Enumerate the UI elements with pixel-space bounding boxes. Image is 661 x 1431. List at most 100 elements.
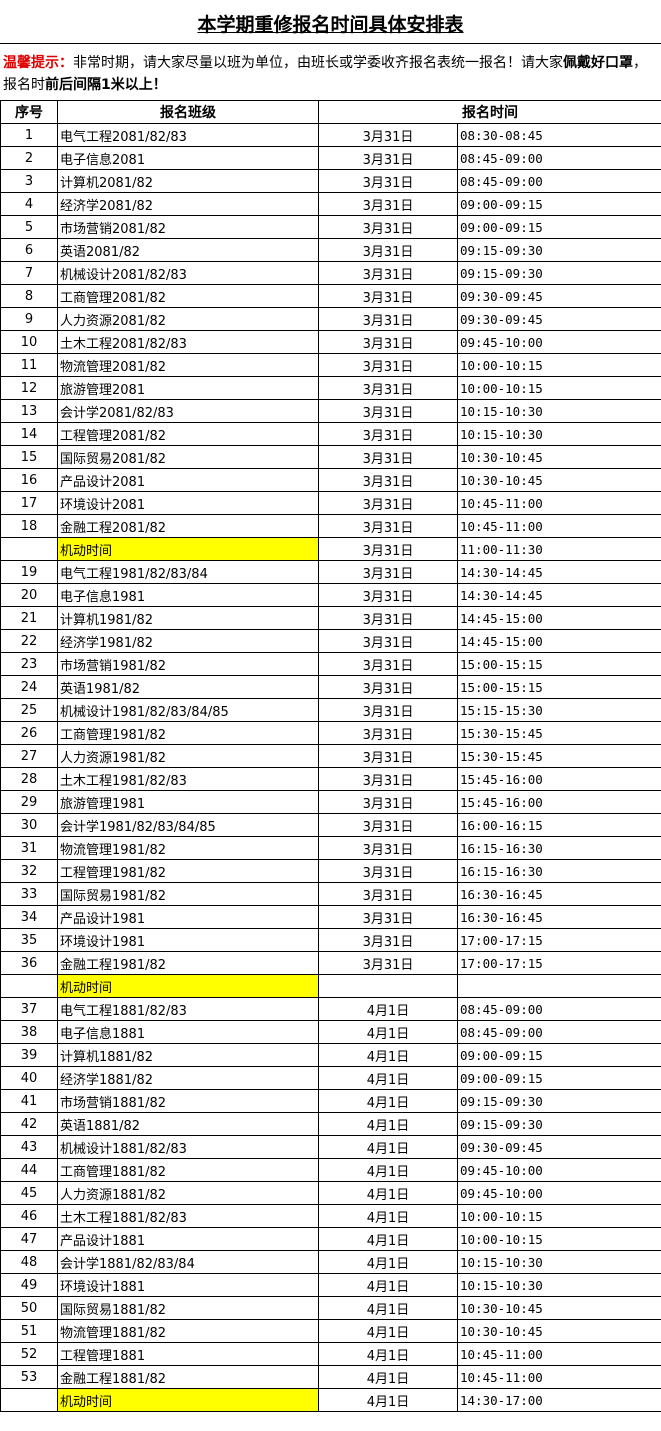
cell-time: 14:45-15:00 bbox=[457, 606, 661, 630]
cell-time: 10:45-11:00 bbox=[457, 514, 661, 538]
cell-class: 机动时间 bbox=[57, 537, 319, 561]
table-row: 15 国际贸易2081/82 3月31日 10:30-10:45 bbox=[0, 445, 661, 469]
cell-date: 3月31日 bbox=[318, 928, 458, 952]
table-row: 5 市场营销2081/82 3月31日 09:00-09:15 bbox=[0, 215, 661, 239]
cell-class: 人力资源1981/82 bbox=[57, 744, 319, 768]
cell-date: 3月31日 bbox=[318, 675, 458, 699]
cell-time: 09:15-09:30 bbox=[457, 1112, 661, 1136]
cell-time: 14:30-14:45 bbox=[457, 560, 661, 584]
notice-text: 非常时期，请大家尽量以班为单位，由班长或学委收齐报名表统一报名！请大家 bbox=[73, 55, 563, 71]
table-row: 20 电子信息1981 3月31日 14:30-14:45 bbox=[0, 583, 661, 607]
cell-class: 环境设计1881 bbox=[57, 1273, 319, 1297]
cell-date: 4月1日 bbox=[318, 1112, 458, 1136]
cell-date: 4月1日 bbox=[318, 1250, 458, 1274]
cell-date: 3月31日 bbox=[318, 721, 458, 745]
cell-no: 2 bbox=[0, 146, 58, 170]
table-row: 39 计算机1881/82 4月1日 09:00-09:15 bbox=[0, 1043, 661, 1067]
cell-time: 15:45-16:00 bbox=[457, 790, 661, 814]
cell-time: 15:00-15:15 bbox=[457, 652, 661, 676]
table-row: 40 经济学1881/82 4月1日 09:00-09:15 bbox=[0, 1066, 661, 1090]
table-row: 26 工商管理1981/82 3月31日 15:30-15:45 bbox=[0, 721, 661, 745]
cell-no: 15 bbox=[0, 445, 58, 469]
cell-no: 52 bbox=[0, 1342, 58, 1366]
cell-class: 电子信息1881 bbox=[57, 1020, 319, 1044]
cell-time: 08:45-09:00 bbox=[457, 1020, 661, 1044]
table-row: 30 会计学1981/82/83/84/85 3月31日 16:00-16:15 bbox=[0, 813, 661, 837]
cell-class: 产品设计1981 bbox=[57, 905, 319, 929]
cell-time: 08:30-08:45 bbox=[457, 123, 661, 147]
cell-date: 3月31日 bbox=[318, 514, 458, 538]
cell-time: 10:30-10:45 bbox=[457, 445, 661, 469]
cell-class: 物流管理2081/82 bbox=[57, 353, 319, 377]
cell-date: 4月1日 bbox=[318, 1273, 458, 1297]
cell-no: 9 bbox=[0, 307, 58, 331]
header-time: 报名时间 bbox=[318, 100, 661, 124]
cell-class: 物流管理1881/82 bbox=[57, 1319, 319, 1343]
cell-time: 09:00-09:15 bbox=[457, 1066, 661, 1090]
cell-class: 工程管理1981/82 bbox=[57, 859, 319, 883]
cell-date: 3月31日 bbox=[318, 491, 458, 515]
table-row: 机动时间 3月31日 11:00-11:30 bbox=[0, 537, 661, 561]
table-row: 21 计算机1981/82 3月31日 14:45-15:00 bbox=[0, 606, 661, 630]
cell-no bbox=[0, 974, 58, 998]
cell-date: 3月31日 bbox=[318, 422, 458, 446]
cell-date: 4月1日 bbox=[318, 1089, 458, 1113]
cell-class: 环境设计1981 bbox=[57, 928, 319, 952]
cell-class: 旅游管理2081 bbox=[57, 376, 319, 400]
cell-class: 市场营销1981/82 bbox=[57, 652, 319, 676]
cell-no: 12 bbox=[0, 376, 58, 400]
cell-date: 3月31日 bbox=[318, 399, 458, 423]
title-text: 本学期重修报名时间具体安排表 bbox=[197, 14, 464, 36]
cell-no: 3 bbox=[0, 169, 58, 193]
cell-time: 10:30-10:45 bbox=[457, 1296, 661, 1320]
cell-class: 产品设计1881 bbox=[57, 1227, 319, 1251]
header-row: 序号 报名班级 报名时间 bbox=[0, 100, 661, 124]
cell-time: 10:00-10:15 bbox=[457, 1204, 661, 1228]
cell-date: 4月1日 bbox=[318, 1181, 458, 1205]
cell-time: 09:15-09:30 bbox=[457, 1089, 661, 1113]
cell-no: 47 bbox=[0, 1227, 58, 1251]
cell-date: 3月31日 bbox=[318, 261, 458, 285]
cell-time: 15:00-15:15 bbox=[457, 675, 661, 699]
cell-no: 14 bbox=[0, 422, 58, 446]
cell-date: 4月1日 bbox=[318, 1158, 458, 1182]
cell-time: 08:45-09:00 bbox=[457, 146, 661, 170]
cell-time: 10:45-11:00 bbox=[457, 1342, 661, 1366]
cell-date: 4月1日 bbox=[318, 1204, 458, 1228]
cell-time: 10:30-10:45 bbox=[457, 1319, 661, 1343]
table-row: 29 旅游管理1981 3月31日 15:45-16:00 bbox=[0, 790, 661, 814]
cell-class: 市场营销1881/82 bbox=[57, 1089, 319, 1113]
cell-no: 16 bbox=[0, 468, 58, 492]
cell-time: 10:15-10:30 bbox=[457, 1273, 661, 1297]
table-row: 7 机械设计2081/82/83 3月31日 09:15-09:30 bbox=[0, 261, 661, 285]
cell-time: 09:00-09:15 bbox=[457, 192, 661, 216]
cell-time: 10:00-10:15 bbox=[457, 353, 661, 377]
cell-class: 产品设计2081 bbox=[57, 468, 319, 492]
cell-class: 计算机1981/82 bbox=[57, 606, 319, 630]
cell-class: 经济学1881/82 bbox=[57, 1066, 319, 1090]
cell-no: 34 bbox=[0, 905, 58, 929]
cell-class: 机械设计1881/82/83 bbox=[57, 1135, 319, 1159]
cell-class: 工程管理1881 bbox=[57, 1342, 319, 1366]
table-row: 14 工程管理2081/82 3月31日 10:15-10:30 bbox=[0, 422, 661, 446]
cell-date: 3月31日 bbox=[318, 468, 458, 492]
cell-no: 28 bbox=[0, 767, 58, 791]
cell-class: 国际贸易1981/82 bbox=[57, 882, 319, 906]
table-row: 6 英语2081/82 3月31日 09:15-09:30 bbox=[0, 238, 661, 262]
notice-label: 温馨提示： bbox=[3, 55, 73, 71]
cell-class: 机械设计1981/82/83/84/85 bbox=[57, 698, 319, 722]
cell-time: 09:30-09:45 bbox=[457, 284, 661, 308]
table-row: 41 市场营销1881/82 4月1日 09:15-09:30 bbox=[0, 1089, 661, 1113]
cell-no: 17 bbox=[0, 491, 58, 515]
cell-no: 43 bbox=[0, 1135, 58, 1159]
cell-no: 7 bbox=[0, 261, 58, 285]
cell-class: 金融工程2081/82 bbox=[57, 514, 319, 538]
cell-no: 40 bbox=[0, 1066, 58, 1090]
table-row: 33 国际贸易1981/82 3月31日 16:30-16:45 bbox=[0, 882, 661, 906]
cell-class: 工程管理2081/82 bbox=[57, 422, 319, 446]
cell-time: 10:45-11:00 bbox=[457, 491, 661, 515]
cell-date: 3月31日 bbox=[318, 859, 458, 883]
cell-class: 会计学2081/82/83 bbox=[57, 399, 319, 423]
notice-bold: 前后间隔1米以上！ bbox=[45, 77, 167, 93]
cell-date: 4月1日 bbox=[318, 1066, 458, 1090]
